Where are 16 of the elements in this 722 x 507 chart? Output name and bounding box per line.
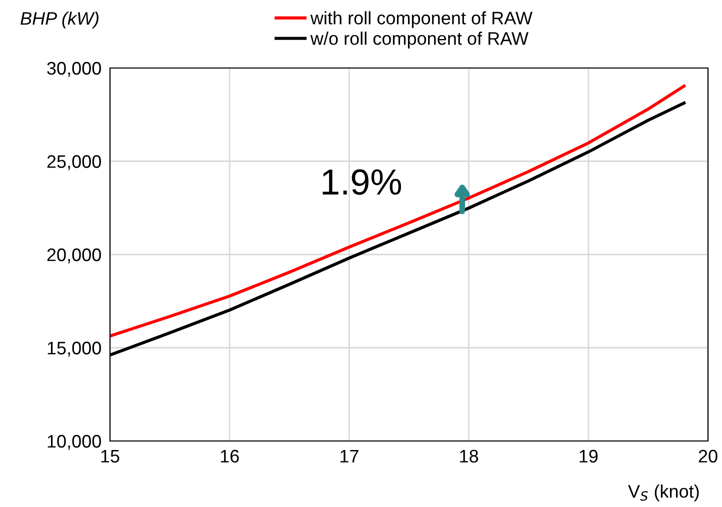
x-tick-label: 18 [460,450,478,463]
x-tick-label: 15 [101,450,120,463]
y-tick-label: 25,000 [47,155,101,170]
y-tick-label: 10,000 [48,434,101,450]
x-axis-title: V$_{S}$ (knot) [628,484,699,502]
legend-label: w/o roll component of RAW [310,32,528,48]
x-tick-label: 20 [698,450,718,463]
y-tick-label: 20,000 [47,248,101,264]
x-tick-label: 17 [340,450,358,462]
y-tick-label: 15,000 [48,342,101,357]
x-tick-label: 16 [220,450,239,463]
x-tick-label: 19 [580,450,598,463]
y-axis-title: BHP (kW) [20,12,98,28]
annotation: 1.9% [322,169,402,195]
y-tick-label: 30,000 [47,62,101,77]
legend-label: with roll component of RAW [310,11,532,28]
